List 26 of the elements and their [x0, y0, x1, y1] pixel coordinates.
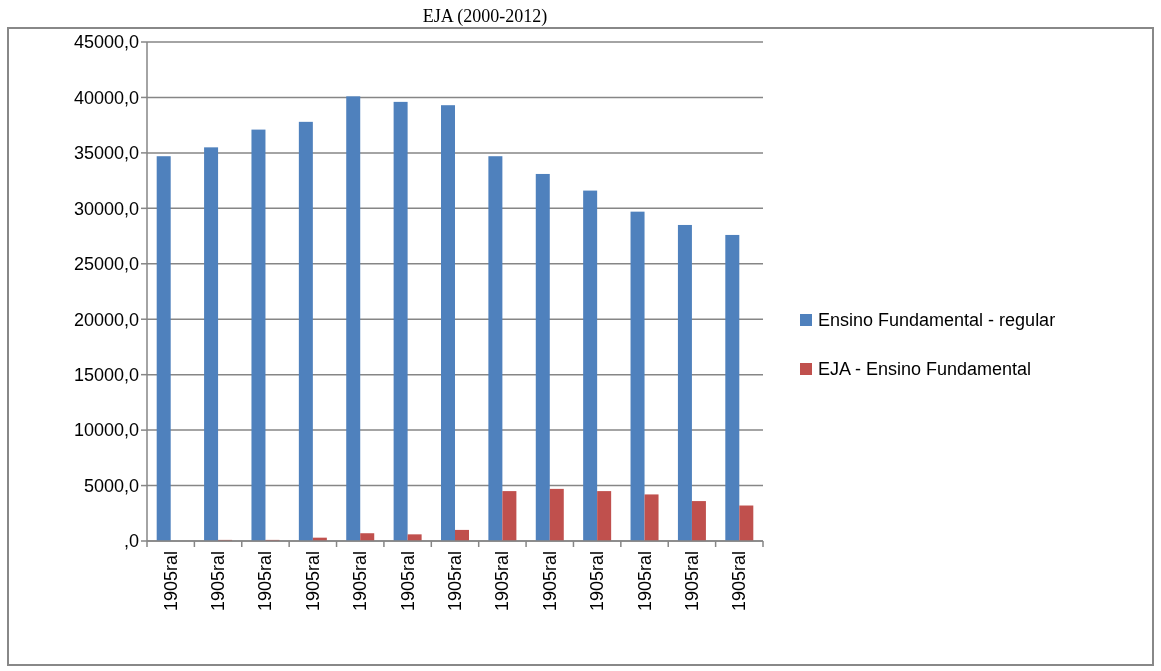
x-tick-label: 1905ral: [208, 551, 229, 612]
chart-title: EJA (2000-2012): [422, 6, 548, 27]
x-tick-label: 1905ral: [397, 551, 418, 612]
y-tick-label: 40000,0: [73, 87, 139, 108]
x-tick-label: 1905ral: [302, 551, 323, 612]
y-tick-label: ,0: [123, 531, 139, 552]
y-tick-label: 35000,0: [73, 143, 139, 164]
x-tick-label: 1905ral: [587, 551, 608, 612]
y-tick-label: 15000,0: [73, 364, 139, 385]
legend-label: Ensino Fundamental - regular: [818, 310, 1056, 331]
y-tick-label: 25000,0: [73, 254, 139, 275]
y-tick-label: 30000,0: [73, 198, 139, 219]
x-tick-label: 1905ral: [634, 551, 655, 612]
x-tick-label: 1905ral: [445, 551, 465, 612]
x-tick-label: 1905ral: [492, 551, 513, 612]
x-tick-label: 1905ral: [160, 551, 181, 612]
x-tick-label: 1905ral: [681, 551, 702, 612]
legend-label: EJA - Ensino Fundamental: [818, 359, 1032, 380]
x-tick-label: 1905ral: [539, 551, 560, 612]
x-tick-label: 1905ral: [729, 551, 750, 612]
y-tick-label: 5000,0: [83, 475, 139, 496]
y-tick-label: 10000,0: [73, 420, 139, 441]
y-tick-label: 45000,0: [73, 32, 139, 53]
x-tick-label: 1905ral: [255, 551, 276, 612]
x-tick-label: 1905ral: [350, 551, 371, 612]
y-tick-label: 20000,0: [73, 309, 139, 330]
